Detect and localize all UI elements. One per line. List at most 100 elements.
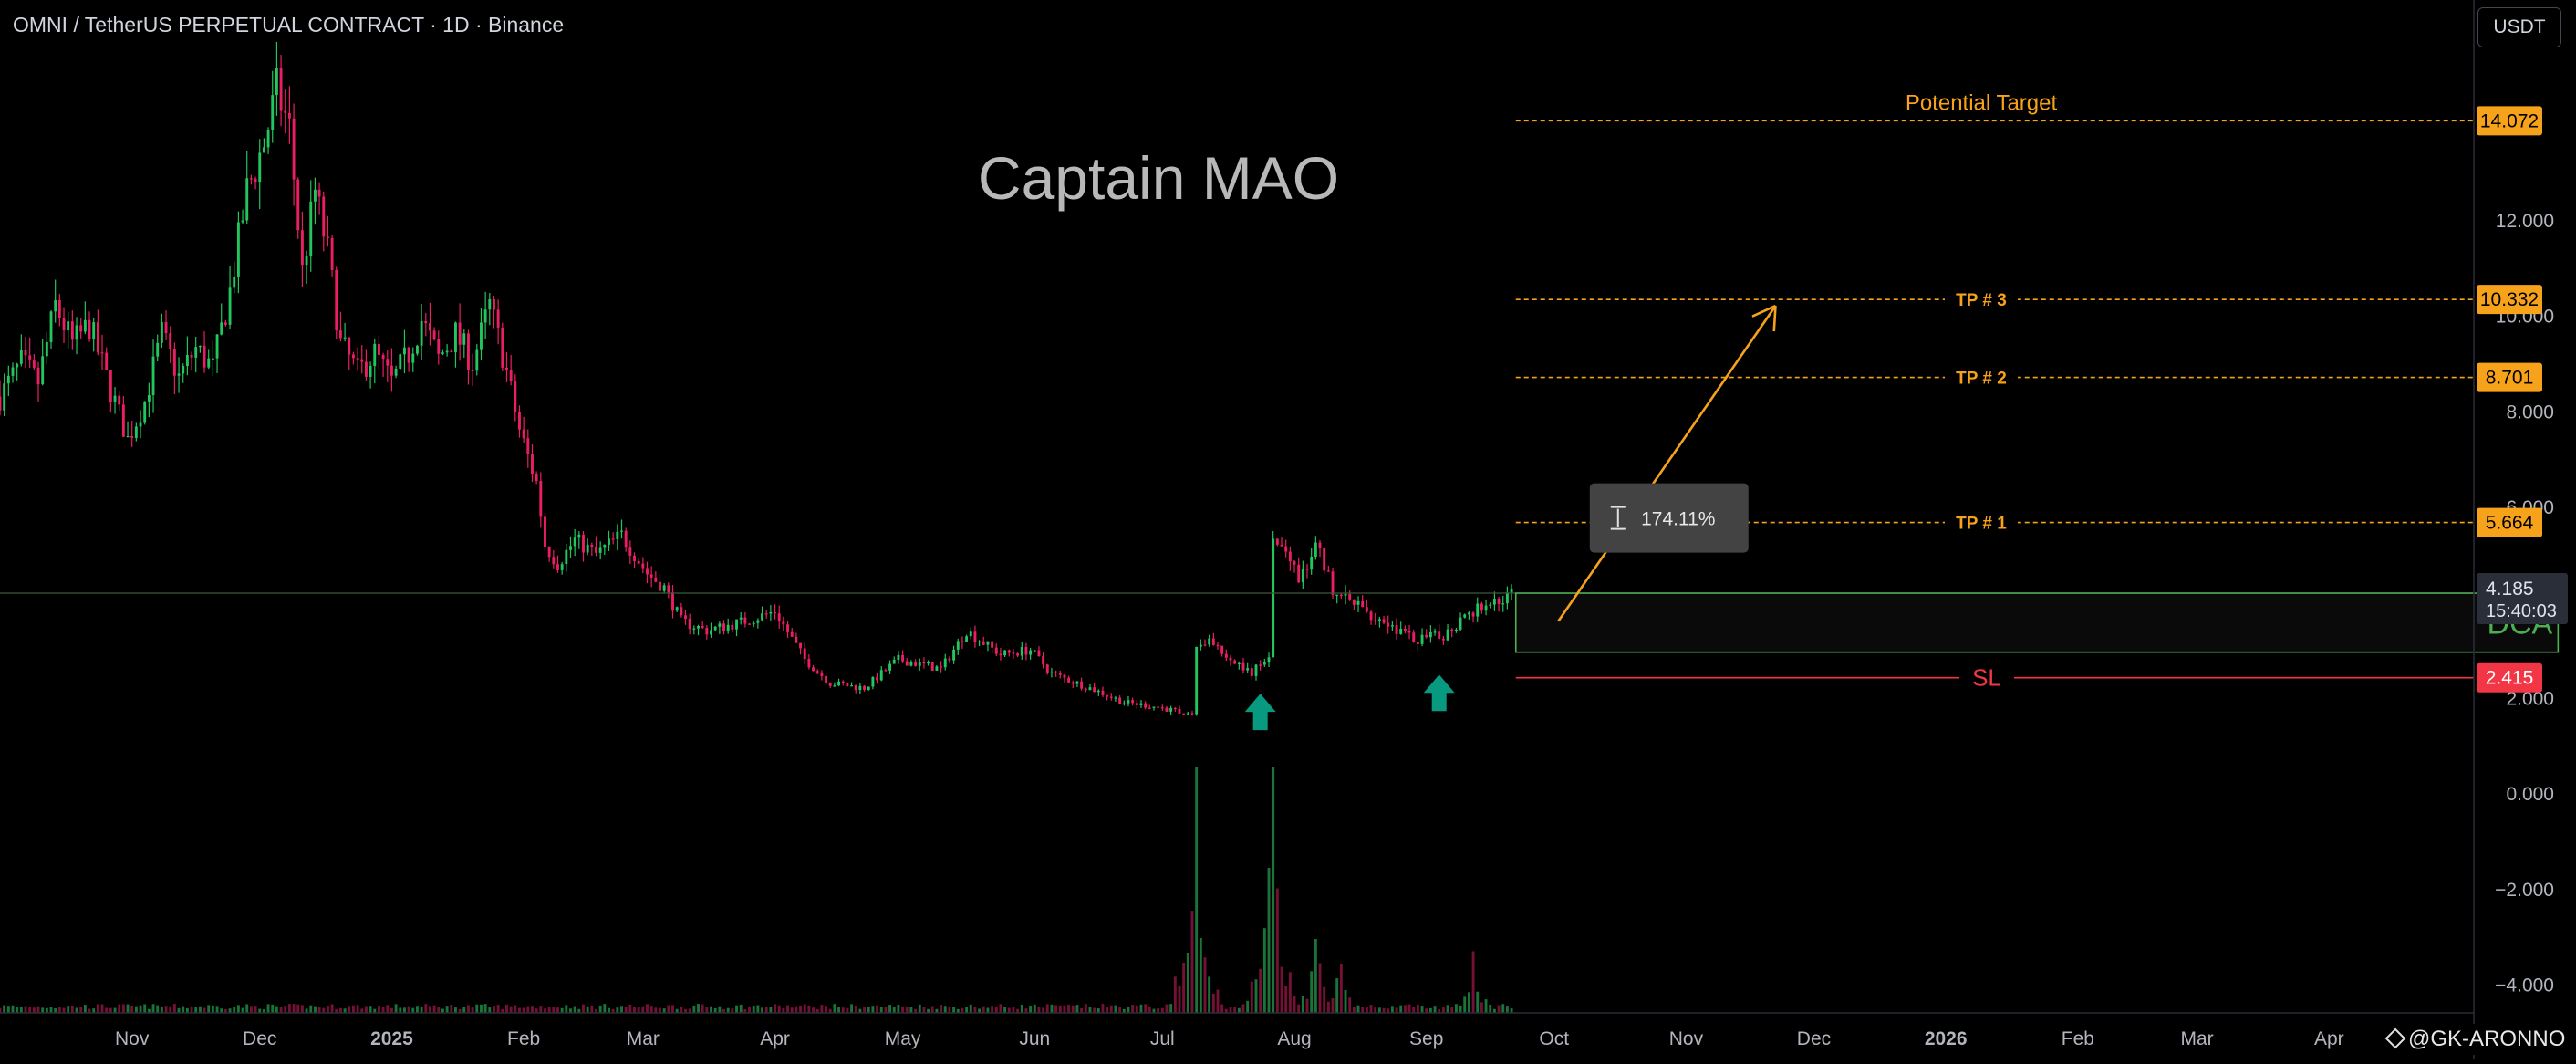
volume-bar bbox=[1237, 1007, 1241, 1013]
volume-bar bbox=[624, 1007, 628, 1013]
candle bbox=[415, 344, 419, 356]
candle bbox=[662, 583, 666, 594]
candle bbox=[330, 235, 334, 277]
volume-bar bbox=[190, 1006, 193, 1013]
candle bbox=[300, 211, 304, 288]
volume-bar bbox=[739, 1004, 743, 1013]
last-price-label: 4.185 bbox=[2486, 579, 2534, 600]
volume-bar bbox=[105, 1007, 109, 1013]
candle bbox=[407, 347, 410, 372]
volume-bar bbox=[713, 1007, 717, 1013]
volume-bar bbox=[986, 1007, 990, 1013]
candle bbox=[684, 610, 687, 625]
volume-bar bbox=[335, 1008, 338, 1013]
volume-bar bbox=[228, 1008, 232, 1013]
candle bbox=[1267, 652, 1271, 667]
volume-bar bbox=[100, 1004, 104, 1013]
candle bbox=[233, 261, 236, 294]
volume-bar bbox=[994, 1006, 998, 1013]
volume-bar bbox=[1122, 1008, 1126, 1013]
candle bbox=[454, 321, 457, 368]
volume-bar bbox=[1489, 1004, 1492, 1013]
candle bbox=[526, 429, 530, 468]
volume-bar bbox=[381, 1006, 385, 1013]
price-tick-label: −4.000 bbox=[2495, 975, 2554, 996]
candle bbox=[105, 347, 109, 370]
candle bbox=[11, 362, 15, 383]
candle bbox=[1501, 596, 1505, 612]
volume-bar bbox=[1450, 1007, 1454, 1013]
candle bbox=[126, 421, 130, 438]
candle bbox=[969, 627, 972, 640]
candle bbox=[390, 348, 393, 392]
volume-bar bbox=[1446, 1005, 1449, 1013]
candle bbox=[999, 648, 1002, 661]
volume-bar bbox=[1144, 1004, 1148, 1013]
candle bbox=[739, 611, 743, 625]
candle bbox=[1310, 548, 1314, 575]
volume-bar bbox=[1492, 1008, 1496, 1013]
candle bbox=[1042, 652, 1045, 669]
volume-bar bbox=[279, 1007, 283, 1013]
currency-button[interactable]: USDT bbox=[2477, 7, 2561, 47]
volume-bar bbox=[134, 1006, 138, 1013]
candle bbox=[514, 374, 517, 422]
candle bbox=[24, 336, 27, 369]
time-tick-label: Nov bbox=[115, 1028, 150, 1049]
candle bbox=[854, 684, 857, 694]
price-tick-label: 8.000 bbox=[2506, 402, 2554, 422]
volume-bar bbox=[317, 1007, 321, 1013]
candle bbox=[1416, 642, 1419, 652]
volume-bar bbox=[1420, 1006, 1424, 1013]
candle bbox=[871, 676, 875, 690]
candle bbox=[1152, 706, 1156, 711]
volume-bar bbox=[764, 1007, 768, 1013]
volume-bar bbox=[526, 1006, 530, 1013]
volume-bar bbox=[680, 1006, 683, 1013]
candle bbox=[16, 362, 19, 381]
candle bbox=[62, 307, 66, 344]
level-label: SL bbox=[1972, 664, 2001, 692]
candle bbox=[399, 353, 402, 370]
price-tag-label: 10.332 bbox=[2480, 289, 2539, 310]
volume-bar bbox=[858, 1008, 862, 1013]
candle bbox=[177, 357, 181, 393]
volume-bar bbox=[522, 1007, 525, 1013]
candle bbox=[496, 299, 500, 345]
candle bbox=[1024, 642, 1028, 661]
volume-bar bbox=[126, 1004, 130, 1013]
candle bbox=[343, 322, 347, 342]
candle bbox=[978, 640, 982, 646]
volume-bar bbox=[67, 1006, 70, 1013]
volume-bar bbox=[1131, 1005, 1135, 1013]
candle bbox=[475, 344, 479, 376]
candle bbox=[1063, 673, 1066, 683]
volume-bar bbox=[863, 1007, 867, 1013]
candle bbox=[956, 638, 960, 655]
candle bbox=[756, 618, 760, 629]
volume-bar bbox=[1067, 1004, 1071, 1013]
candle bbox=[1195, 646, 1199, 716]
volume-bar bbox=[266, 1004, 270, 1013]
volume-bar bbox=[1505, 1006, 1509, 1013]
level-sl: SL bbox=[1515, 662, 2474, 693]
candle bbox=[884, 668, 888, 672]
candle bbox=[275, 41, 278, 116]
volume-bar bbox=[70, 1005, 74, 1013]
volume-bar bbox=[590, 1005, 594, 1013]
candle bbox=[100, 334, 104, 370]
volume-bar bbox=[795, 1006, 798, 1013]
candle bbox=[598, 541, 602, 560]
candle bbox=[718, 621, 722, 634]
candle bbox=[531, 444, 534, 483]
candle bbox=[943, 653, 947, 671]
volume-bar bbox=[1326, 1001, 1330, 1013]
candle bbox=[888, 660, 892, 674]
volume-bar bbox=[322, 1007, 326, 1013]
volume-bar bbox=[1352, 1007, 1356, 1013]
candle bbox=[1020, 642, 1023, 660]
volume-bar bbox=[198, 1006, 202, 1013]
volume-bar bbox=[509, 1006, 513, 1013]
